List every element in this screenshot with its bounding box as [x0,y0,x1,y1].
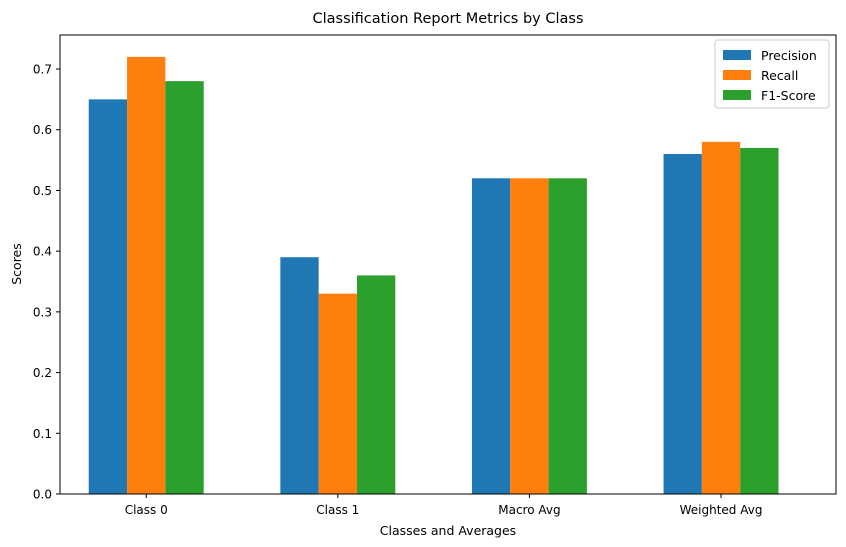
bar-f1-score-class-1 [356,275,396,494]
chart-title: Classification Report Metrics by Class [312,11,583,27]
bar-f1-score-weighted-avg [740,147,779,494]
legend-label: F1-Score [761,88,816,103]
plot-frame [59,34,837,495]
y-tick-label: 0.4 [33,245,52,259]
bar-f1-score-class-0 [165,81,204,494]
y-axis-label: Scores [9,243,24,285]
legend-label: Recall [761,68,798,83]
x-tick-label: Macro Avg [498,503,560,517]
bar-f1-score-macro-avg [548,178,587,495]
bars-group [88,56,779,495]
y-tick-label: 0.1 [33,427,52,441]
y-tick-label: 0.3 [33,305,52,319]
bar-recall-weighted-avg [701,141,741,495]
y-tick-label: 0.7 [33,63,52,77]
y-tick-label: 0.5 [33,184,52,198]
x-tick-label: Class 1 [316,503,359,517]
x-axis: Class 0 Class 1 Macro Avg Weighted Avg [125,494,763,517]
y-tick-label: 0.6 [33,123,52,137]
legend-swatch [723,90,751,100]
x-tick-label: Class 0 [125,503,168,517]
legend-swatch [723,50,751,60]
bar-precision-weighted-avg [663,154,702,494]
y-axis: 0.0 0.1 0.2 0.3 0.4 0.5 0.6 0.7 [33,63,60,502]
bar-precision-macro-avg [471,178,511,495]
bar-precision-class-1 [280,257,319,494]
bar-recall-macro-avg [510,178,549,495]
legend-swatch [723,70,751,80]
bar-recall-class-0 [127,56,166,495]
x-axis-label: Classes and Averages [380,523,516,538]
legend: Precision Recall F1-Score [714,39,830,109]
y-tick-label: 0.0 [33,488,52,502]
legend-label: Precision [761,48,817,63]
bar-recall-class-1 [318,293,357,494]
x-tick-label: Weighted Avg [680,503,763,517]
bar-precision-class-0 [88,99,128,495]
y-tick-label: 0.2 [33,366,52,380]
